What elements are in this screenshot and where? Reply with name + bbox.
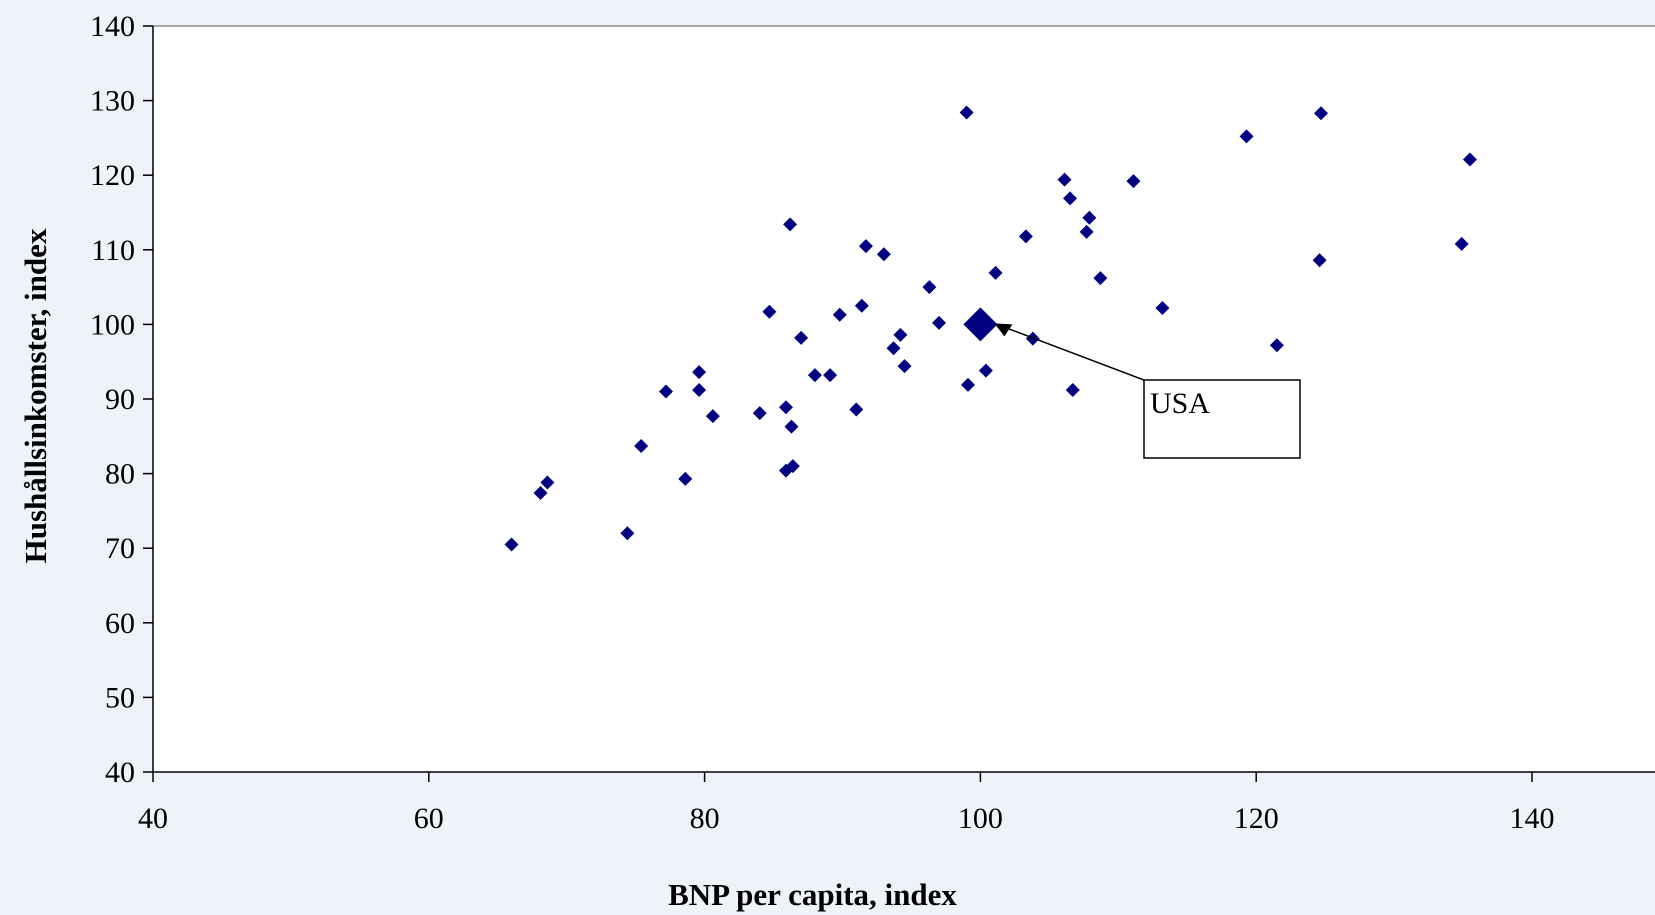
y-tick-label: 100 (90, 308, 135, 341)
data-point (988, 265, 1003, 280)
x-tick-label: 80 (690, 802, 720, 835)
callout-box (1143, 379, 1301, 459)
x-tick-label: 40 (138, 802, 168, 835)
callout-arrow (1002, 325, 1145, 381)
data-point (778, 400, 793, 415)
data-point (1314, 106, 1329, 121)
y-tick-label: 110 (91, 234, 135, 267)
x-axis-title: BNP per capita, index (668, 877, 957, 912)
data-point (785, 459, 800, 474)
data-point (1065, 383, 1080, 398)
y-tick-label: 90 (105, 383, 135, 416)
y-tick-label: 120 (90, 159, 135, 192)
y-tick-label: 40 (105, 756, 135, 789)
data-point (823, 368, 838, 383)
data-point (692, 365, 707, 380)
data-point (1239, 129, 1254, 144)
data-point (960, 377, 975, 392)
data-point (705, 409, 720, 424)
data-point (752, 406, 767, 421)
data-point (807, 368, 822, 383)
data-point (897, 359, 912, 374)
data-point (658, 384, 673, 399)
x-tick-label: 60 (414, 802, 444, 835)
data-point (762, 304, 777, 319)
data-point (1312, 253, 1327, 268)
data-points (504, 105, 1477, 552)
axes: 40 50 60 70 80 90 100 110 120 130 140 40 60 80 100 120 1… (90, 10, 1655, 835)
data-point (1269, 338, 1284, 353)
data-point (959, 105, 974, 120)
data-point (932, 315, 947, 330)
data-point (978, 363, 993, 378)
data-point (1155, 300, 1170, 315)
data-point (1057, 172, 1072, 187)
data-point (832, 307, 847, 322)
data-point (678, 471, 693, 486)
y-axis-title: Hushållsinkomster, index (18, 228, 53, 563)
data-point (1126, 174, 1141, 189)
y-tick-label: 50 (105, 681, 135, 714)
data-point (540, 475, 555, 490)
data-point (854, 298, 869, 313)
usa-data-point (963, 307, 998, 342)
data-point (1018, 229, 1033, 244)
data-point (1454, 236, 1469, 251)
data-point (783, 217, 798, 232)
data-point (886, 341, 901, 356)
data-point (1082, 210, 1097, 225)
data-point (858, 239, 873, 254)
data-point (504, 537, 519, 552)
x-tick-label: 100 (958, 802, 1003, 835)
arrow-head-icon (994, 323, 1013, 337)
y-tick-label: 70 (105, 532, 135, 565)
x-tick-label: 120 (1234, 802, 1279, 835)
y-tick-label: 60 (105, 607, 135, 640)
usa-annotation: USA (963, 307, 1301, 459)
y-tick-label: 130 (90, 85, 135, 118)
data-point (1093, 271, 1108, 286)
data-point (893, 327, 908, 342)
data-point (692, 383, 707, 398)
data-point (849, 402, 864, 417)
data-point (1079, 224, 1094, 239)
plot-area (153, 26, 1655, 772)
data-point (1462, 152, 1477, 167)
data-point (620, 526, 635, 541)
data-point (634, 438, 649, 453)
data-point (876, 247, 891, 262)
data-point (794, 330, 809, 345)
y-tick-label: 140 (90, 10, 135, 43)
data-point (922, 280, 937, 295)
callout-label: USA (1150, 387, 1210, 420)
data-point (533, 485, 548, 500)
data-point (1063, 191, 1078, 206)
x-tick-label: 140 (1510, 802, 1555, 835)
data-point (784, 419, 799, 434)
y-tick-label: 80 (105, 458, 135, 491)
